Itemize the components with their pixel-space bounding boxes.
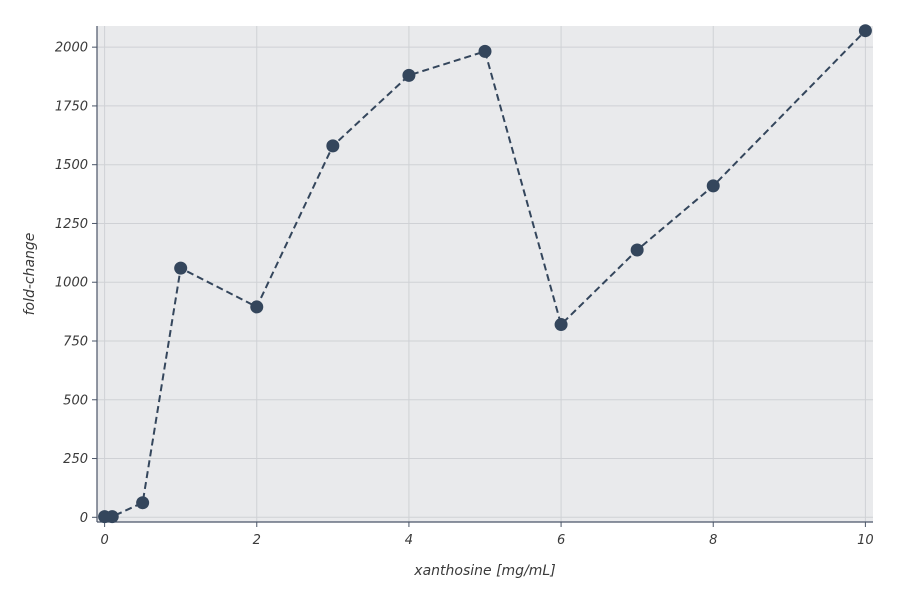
y-tick-label: 1000 <box>55 276 88 291</box>
y-tick-label: 0 <box>80 511 88 526</box>
data-point <box>706 179 720 193</box>
x-tick-label: 2 <box>253 533 261 548</box>
x-tick-label: 6 <box>557 533 565 548</box>
plot-background <box>97 26 873 522</box>
data-point <box>402 68 416 82</box>
y-tick-label: 1250 <box>55 217 88 232</box>
y-axis-label: fold-change <box>22 233 38 316</box>
data-point <box>858 24 872 38</box>
axes <box>92 26 873 527</box>
data-point <box>250 300 264 314</box>
x-tick-label: 4 <box>405 533 413 548</box>
grid-lines <box>97 26 873 522</box>
data-point <box>174 261 188 275</box>
y-tick-label: 2000 <box>55 41 88 56</box>
data-point <box>326 139 340 153</box>
x-tick-label: 8 <box>709 533 717 548</box>
data-point <box>554 318 568 332</box>
y-tick-label: 750 <box>63 334 88 349</box>
data-point <box>630 243 644 257</box>
data-point <box>105 510 119 524</box>
x-tick-label: 10 <box>857 533 874 548</box>
y-tick-label: 500 <box>63 393 88 408</box>
y-tick-label: 1500 <box>55 158 88 173</box>
data-point <box>478 44 492 58</box>
series-layer <box>98 24 872 524</box>
x-axis-label: xanthosine [mg/mL] <box>413 563 555 579</box>
y-tick-label: 1750 <box>55 99 88 114</box>
tick-labels: 0 2 4 6 8 10 0 250 500 750 1000 1250 1500 1750 2000 <box>55 41 874 548</box>
y-tick-label: 250 <box>63 452 88 467</box>
data-point <box>136 496 150 510</box>
x-tick-label: 0 <box>100 533 108 548</box>
